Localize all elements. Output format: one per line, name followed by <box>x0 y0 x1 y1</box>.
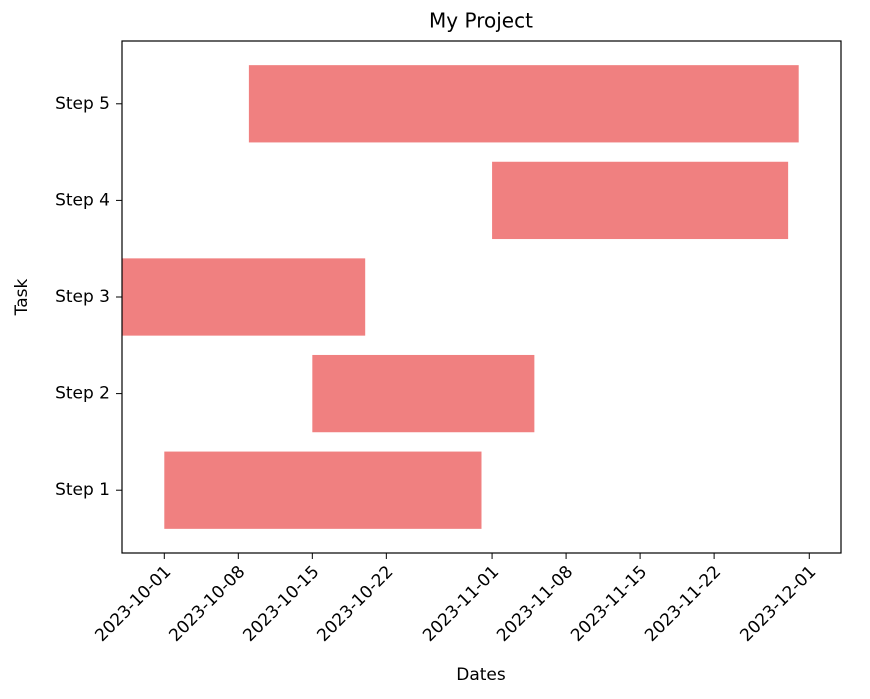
x-tick-label: 2023-11-08 <box>493 562 577 646</box>
plot-area <box>122 65 799 529</box>
x-tick-label: 2023-10-08 <box>165 562 249 646</box>
y-tick-label: Step 1 <box>55 480 110 500</box>
chart-title: My Project <box>429 9 533 33</box>
bar <box>122 258 366 336</box>
x-tick-label: 2023-10-22 <box>313 562 397 646</box>
y-tick-label: Step 5 <box>55 94 110 114</box>
y-axis-label: Task <box>12 279 32 317</box>
bar <box>164 451 482 529</box>
x-tick-label: 2023-12-01 <box>736 562 820 646</box>
y-tick-label: Step 2 <box>55 384 110 404</box>
bar <box>312 354 535 433</box>
x-tick-label: 2023-11-22 <box>641 562 725 646</box>
x-tick-label: 2023-11-01 <box>419 562 503 646</box>
y-tick-label: Step 4 <box>55 190 110 210</box>
y-tick-label: Step 3 <box>55 287 110 307</box>
x-tick-label: 2023-10-01 <box>91 562 175 646</box>
x-tick-label: 2023-10-15 <box>239 562 323 646</box>
x-axis-label: Dates <box>456 665 506 685</box>
bar <box>492 161 789 240</box>
x-tick-label: 2023-11-15 <box>567 562 651 646</box>
bar <box>248 65 799 143</box>
